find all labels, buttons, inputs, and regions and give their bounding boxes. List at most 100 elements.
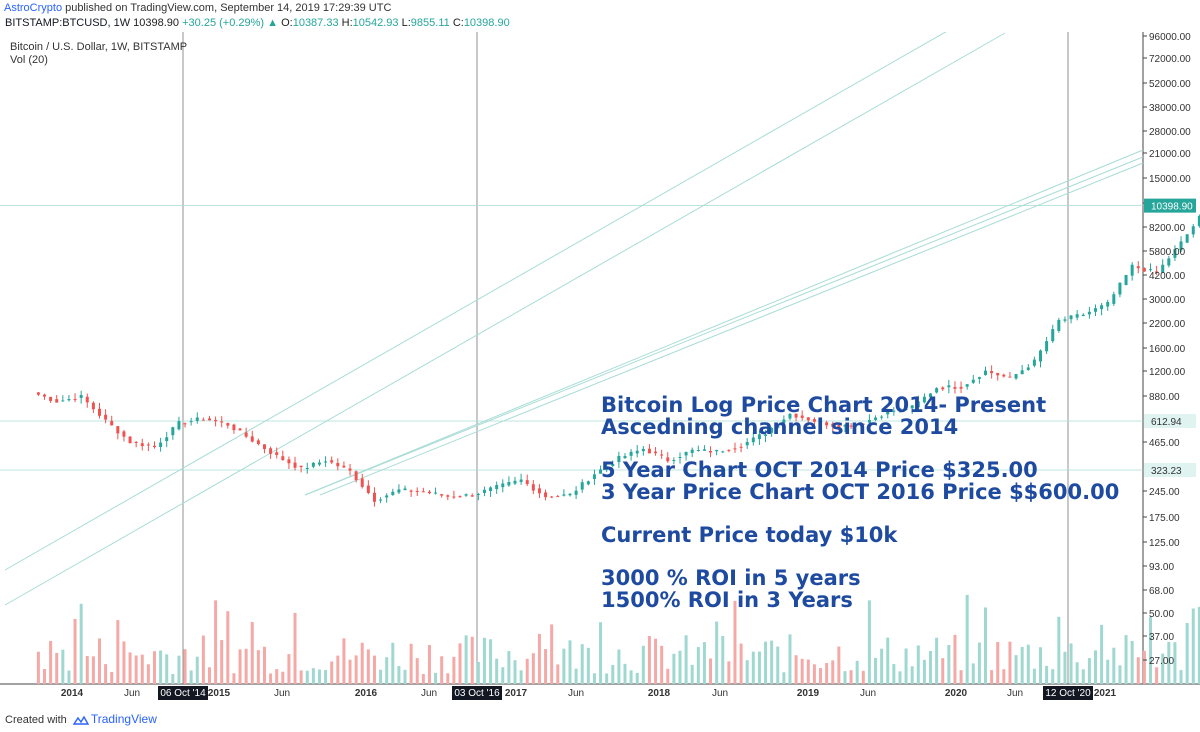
volume-bar [458, 643, 462, 684]
volume-bar [250, 622, 254, 684]
price-chart[interactable]: 96000.00 72000.00 52000.00 38000.00 28000.00… [0, 0, 1200, 705]
candle-body [702, 449, 706, 451]
candle-body [366, 485, 370, 493]
candle-body [568, 493, 572, 496]
candle-body [550, 496, 554, 498]
volume-bar [1020, 646, 1024, 684]
candle-body [476, 493, 480, 495]
volume-bar [959, 670, 963, 684]
y-tick-label: 37.00 [1149, 632, 1174, 643]
volume-bar [336, 655, 340, 684]
volume-bar [660, 645, 664, 684]
candle-body [623, 456, 627, 459]
volume-bar [592, 673, 596, 684]
volume-bar [85, 656, 89, 684]
candle-body [482, 489, 486, 493]
y-tick-label: 52000.00 [1149, 79, 1191, 90]
volume-bar [800, 658, 804, 684]
author-link[interactable]: AstroCrypto [4, 2, 63, 14]
volume-bar [434, 672, 438, 684]
candle-body [1130, 264, 1134, 276]
volume-bar [1063, 651, 1067, 684]
volume-bar [482, 637, 486, 684]
candle-body [1197, 215, 1200, 227]
candle-body [440, 494, 444, 496]
volume-bar [1197, 606, 1200, 684]
volume-bar [36, 651, 40, 684]
overlay-line-5: Current Price today $10k [601, 523, 898, 547]
volume-bar [116, 620, 120, 684]
y-tick-label: 50.00 [1149, 609, 1174, 620]
volume-bar [984, 607, 988, 684]
y-tick-label: 1600.00 [1149, 344, 1186, 355]
candle-body [275, 452, 279, 455]
symbol-label[interactable]: BITSTAMP:BTCUSD, 1W [5, 17, 131, 29]
volume-bar [672, 653, 676, 684]
candle-body [996, 372, 1000, 376]
volume-bar [43, 669, 47, 684]
volume-bar [1130, 640, 1134, 684]
candle-body [73, 399, 77, 401]
candle-body [379, 499, 383, 501]
candle-body [819, 420, 823, 422]
candle-body [262, 444, 266, 450]
candle-body [97, 408, 101, 416]
y-tick-label: 15000.00 [1149, 174, 1191, 185]
price-label: 612.94 [1151, 417, 1182, 428]
volume-bar [690, 664, 694, 684]
volume-bar [244, 648, 248, 684]
y-tick-label: 72000.00 [1149, 54, 1191, 65]
candle-body [1118, 282, 1122, 295]
volume-bar [574, 668, 578, 684]
candle-body [281, 456, 285, 461]
candle-body [1167, 258, 1171, 266]
candle-body [207, 418, 211, 421]
candle-body [360, 478, 364, 487]
x-tick-label: Jun [712, 688, 728, 699]
volume-bar [770, 640, 774, 684]
candle-body [709, 451, 713, 453]
volume-bar [201, 635, 205, 684]
candle-body [684, 452, 688, 456]
candle-body [403, 488, 407, 491]
candle-body [1148, 269, 1152, 271]
candle-body [1179, 241, 1183, 251]
volume-bar [855, 660, 859, 684]
candle-body [733, 448, 737, 450]
volume-bar [140, 654, 144, 684]
volume-bar [470, 636, 474, 684]
volume-bar [1155, 667, 1159, 684]
candle-body [861, 423, 865, 425]
volume-bar [281, 671, 285, 684]
volume-bar [49, 640, 53, 684]
candle-body [110, 420, 114, 426]
quote-line: BITSTAMP:BTCUSD, 1W 10398.90 +30.25 (+0.… [5, 16, 510, 30]
candle-body [715, 449, 719, 452]
candle-body [104, 414, 108, 420]
tradingview-brand-link[interactable]: TradingView [90, 712, 157, 726]
volume-bar [1081, 669, 1085, 684]
candle-body [770, 428, 774, 433]
candle-body [544, 492, 548, 498]
volume-bar [177, 655, 181, 684]
volume-bar [128, 652, 132, 684]
candle-body [794, 413, 798, 418]
candle-body [654, 451, 658, 454]
volume-bar [1014, 655, 1018, 684]
volume-bar [1118, 665, 1122, 684]
volume-bar [568, 640, 572, 684]
candle-body [507, 482, 511, 486]
volume-bar [287, 654, 291, 684]
volume-bar [971, 663, 975, 684]
candle-body [678, 456, 682, 458]
x-tick-label: Jun [1007, 688, 1023, 699]
candle-body [1045, 341, 1049, 352]
volume-bar [311, 668, 315, 684]
chart-area[interactable]: 96000.00 72000.00 52000.00 38000.00 28000.00… [0, 0, 1200, 705]
volume-bar [849, 670, 853, 684]
volume-bar [1045, 665, 1049, 684]
overlay-line-3: 5 Year Chart OCT 2014 Price $325.00 [601, 458, 1038, 482]
candle-body [372, 492, 376, 502]
candle-body [1161, 264, 1165, 274]
volume-bar [562, 648, 566, 684]
